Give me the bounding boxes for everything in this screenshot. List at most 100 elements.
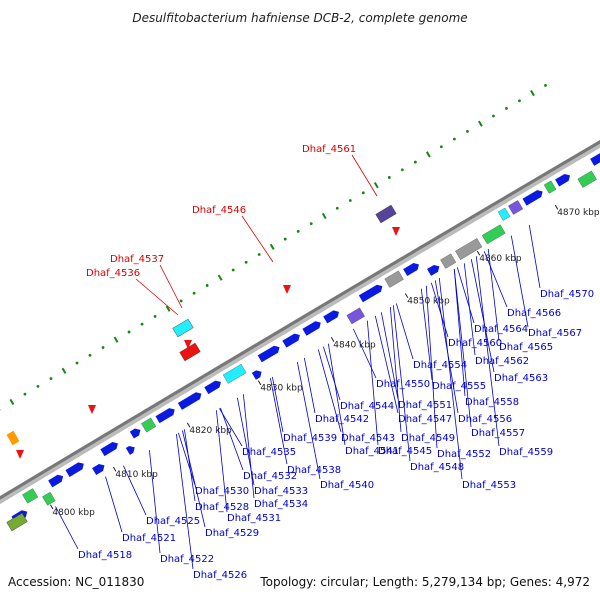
scale-tick bbox=[476, 250, 481, 256]
gene-block bbox=[508, 200, 524, 215]
gene-arrow bbox=[92, 464, 105, 476]
orange-marker bbox=[6, 430, 20, 446]
leader-line bbox=[395, 303, 414, 360]
gene-arrow bbox=[323, 310, 340, 324]
leader-line bbox=[55, 506, 79, 550]
scale-tick-label: 4820 kbp bbox=[189, 426, 232, 436]
gene-arrow bbox=[440, 253, 457, 269]
gene-label: Dhaf_4547 bbox=[398, 414, 452, 425]
dot-track-dot bbox=[466, 129, 469, 133]
gene-label: Dhaf_4567 bbox=[528, 328, 582, 339]
gene-arrow bbox=[282, 333, 300, 348]
gene-shape bbox=[323, 310, 340, 324]
gene-block bbox=[346, 307, 365, 325]
gene-label: Dhaf_4550 bbox=[376, 379, 430, 390]
highlight-gene bbox=[179, 342, 201, 362]
dot-track-dash bbox=[478, 120, 483, 127]
gene-label: Dhaf_4557 bbox=[471, 428, 525, 439]
gene-labels: Dhaf_4518 Dhaf_4521 Dhaf_4522 Dhaf_4525 Dhaf… bbox=[78, 144, 594, 581]
gene-arrow bbox=[427, 264, 440, 276]
gene-arrow bbox=[384, 270, 404, 288]
dot-track-dot bbox=[257, 253, 261, 256]
gene-label: Dhaf_4526 bbox=[193, 570, 247, 581]
leader-line-red bbox=[135, 278, 179, 316]
gene-label: Dhaf_4540 bbox=[320, 480, 374, 491]
gene-shape bbox=[257, 345, 280, 363]
dot-track-dot bbox=[439, 145, 443, 149]
gene-arrow bbox=[129, 428, 141, 439]
gene-label: Dhaf_4544 bbox=[340, 401, 394, 412]
leader-line bbox=[453, 269, 472, 428]
gene-arrow bbox=[590, 152, 600, 166]
dot-track-dot bbox=[283, 237, 287, 241]
map-title: Desulfitobacterium hafniense DCB-2, comp… bbox=[132, 11, 467, 25]
scale-tick bbox=[186, 422, 191, 428]
leader-line bbox=[182, 430, 206, 528]
gene-label: Dhaf_4555 bbox=[432, 381, 486, 392]
gene-block bbox=[179, 342, 201, 362]
leader-line bbox=[317, 349, 342, 433]
dot-track-dot bbox=[361, 191, 365, 195]
gene-shape bbox=[92, 464, 105, 476]
gene-label: Dhaf_4528 bbox=[195, 502, 249, 513]
gene-block bbox=[577, 170, 597, 188]
scale-tick-label: 4870 kbp bbox=[557, 208, 600, 218]
gene-shape bbox=[177, 392, 202, 410]
gene-label: Dhaf_4566 bbox=[507, 308, 561, 319]
gene-track bbox=[6, 152, 600, 532]
gene-shape bbox=[129, 428, 141, 439]
gene-shape bbox=[65, 462, 84, 477]
leader-line-red bbox=[241, 215, 274, 263]
dot-track-dot bbox=[153, 315, 157, 318]
gene-label: Dhaf_4558 bbox=[465, 397, 519, 408]
red-marker bbox=[16, 450, 24, 459]
gene-label: Dhaf_4525 bbox=[146, 516, 200, 527]
gene-label-red: Dhaf_4537 bbox=[110, 254, 164, 265]
gene-shape bbox=[48, 474, 64, 488]
gene-block bbox=[22, 488, 39, 504]
dot-track-dash bbox=[373, 182, 379, 189]
leader-line bbox=[184, 429, 196, 502]
gene-arrow bbox=[543, 180, 557, 194]
leader-line bbox=[430, 282, 449, 338]
dot-track-dash bbox=[269, 243, 275, 250]
outer-dot-track bbox=[0, 84, 547, 411]
genome-backbone bbox=[0, 139, 600, 505]
leader-line bbox=[271, 376, 284, 433]
leader-line bbox=[392, 305, 411, 462]
dot-track-dot bbox=[492, 114, 495, 118]
scale-tick-label: 4810 kbp bbox=[115, 470, 158, 480]
gene-arrow bbox=[42, 491, 56, 506]
gene-label: Dhaf_4531 bbox=[227, 513, 281, 524]
dot-track-dot bbox=[205, 284, 209, 287]
gene-label: Dhaf_4563 bbox=[494, 373, 548, 384]
dot-track-dash bbox=[165, 305, 171, 312]
gene-arrow bbox=[65, 462, 84, 477]
leader-line bbox=[176, 434, 194, 570]
gene-label: Dhaf_4534 bbox=[254, 499, 308, 510]
topology-summary: Topology: circular; Length: 5,279,134 bp… bbox=[259, 575, 590, 589]
leader-line bbox=[456, 267, 475, 324]
gene-shape bbox=[555, 173, 571, 187]
gene-block bbox=[497, 207, 511, 221]
leader-line bbox=[475, 256, 500, 447]
gene-block bbox=[6, 512, 28, 532]
dot-track-dot bbox=[518, 99, 521, 103]
dot-track-dot bbox=[348, 199, 352, 202]
leader-line bbox=[380, 312, 399, 400]
dot-track-dot bbox=[88, 353, 92, 357]
scale-tick-label: 4850 kbp bbox=[407, 296, 450, 306]
scale-tick bbox=[554, 204, 559, 210]
gene-arrow bbox=[358, 284, 383, 303]
gene-shape bbox=[155, 408, 175, 424]
outer-red-markers bbox=[6, 227, 400, 459]
leader-line bbox=[374, 315, 399, 414]
gene-arrow bbox=[204, 380, 221, 395]
gene-shape bbox=[125, 445, 135, 455]
leader-line bbox=[483, 251, 508, 308]
gene-arrow bbox=[346, 307, 365, 325]
gene-shape bbox=[302, 321, 321, 336]
gene-label: Dhaf_4548 bbox=[410, 462, 464, 473]
dot-track-dot bbox=[244, 260, 248, 264]
gene-shape bbox=[251, 370, 262, 380]
